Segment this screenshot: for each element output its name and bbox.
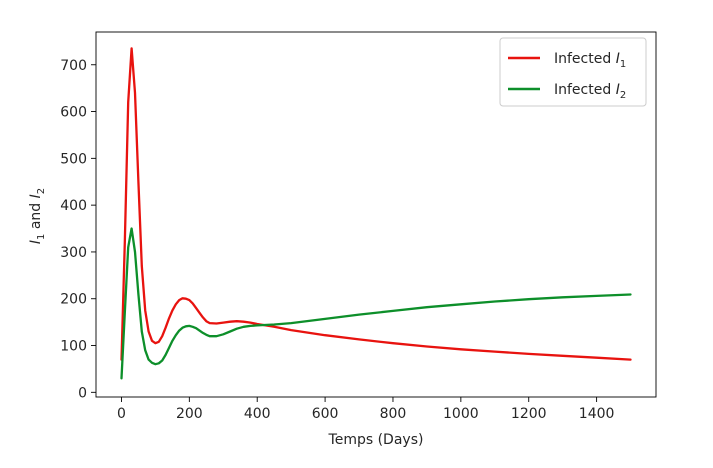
legend: Infected I1 Infected I2 — [499, 37, 647, 107]
y-tick-label: 200 — [60, 292, 87, 308]
x-tick-label: 400 — [244, 406, 271, 422]
x-tick-label: 1400 — [579, 406, 615, 422]
y-axis-label: I1 and I2 — [28, 188, 47, 244]
series-line-i1 — [120, 47, 632, 361]
y-tick-label: 0 — [78, 385, 87, 401]
x-tick-label: 1200 — [511, 406, 547, 422]
y-axis-ticks: 0 100 200 300 400 500 600 700 — [60, 58, 96, 401]
y-tick-label: 300 — [60, 245, 87, 261]
series-layer — [120, 47, 632, 380]
x-tick-label: 0 — [117, 406, 126, 422]
x-tick-label: 1000 — [443, 406, 479, 422]
plot-frame — [95, 31, 657, 398]
x-tick-label: 200 — [176, 406, 203, 422]
y-tick-label: 700 — [60, 58, 87, 74]
y-tick-label: 400 — [60, 198, 87, 214]
x-tick-label: 600 — [312, 406, 339, 422]
y-tick-label: 100 — [60, 339, 87, 355]
legend-label-i2: Infected I2 — [554, 82, 626, 101]
x-axis-label: Temps (Days) — [328, 432, 424, 448]
legend-label-i1: Infected I1 — [554, 51, 626, 70]
series-line-i2 — [120, 227, 632, 380]
y-tick-label: 600 — [60, 105, 87, 121]
x-tick-label: 800 — [380, 406, 407, 422]
x-axis-ticks: 0 200 400 600 800 1000 1200 1400 — [117, 397, 614, 422]
y-tick-label: 500 — [60, 151, 87, 167]
